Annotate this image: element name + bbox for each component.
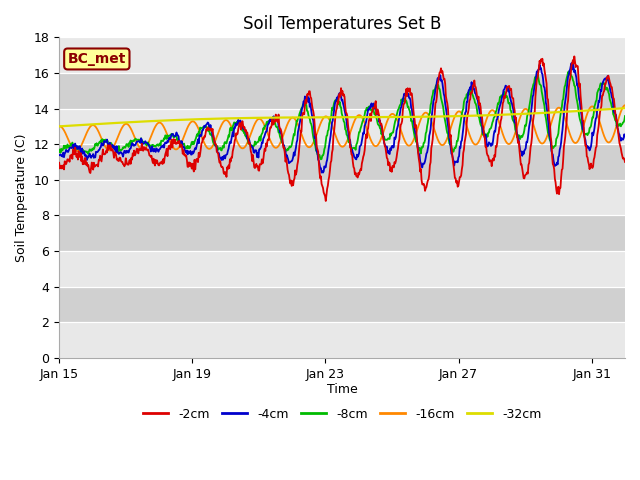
Title: Soil Temperatures Set B: Soil Temperatures Set B <box>243 15 441 33</box>
X-axis label: Time: Time <box>326 384 358 396</box>
Bar <box>59 180 625 216</box>
Bar <box>59 216 625 251</box>
Bar <box>59 73 625 108</box>
Bar <box>59 144 625 180</box>
Text: BC_met: BC_met <box>68 52 126 66</box>
Bar <box>59 108 625 144</box>
Legend: -2cm, -4cm, -8cm, -16cm, -32cm: -2cm, -4cm, -8cm, -16cm, -32cm <box>138 403 547 425</box>
Y-axis label: Soil Temperature (C): Soil Temperature (C) <box>15 133 28 262</box>
Bar <box>59 37 625 73</box>
Bar <box>59 251 625 287</box>
Bar <box>59 322 625 358</box>
Bar <box>59 287 625 322</box>
